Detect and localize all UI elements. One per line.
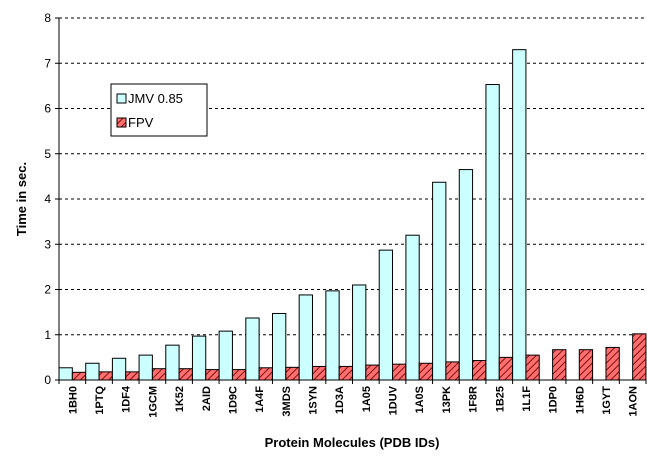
- bar-jmv: [352, 284, 367, 381]
- bar-fpv: [98, 371, 113, 381]
- bar-jmv: [245, 317, 260, 381]
- bar-jmv: [191, 335, 207, 381]
- x-tick-label: 1GYT: [601, 386, 613, 415]
- bar-fpv: [71, 371, 87, 381]
- bar-fpv: [178, 368, 193, 381]
- bar-jmv: [111, 357, 127, 381]
- x-tick-label: 1B25: [494, 386, 506, 412]
- bar-fpv: [392, 363, 407, 381]
- bar-jmv: [218, 330, 233, 381]
- x-tick-label: 1AON: [628, 386, 640, 417]
- x-axis-title: Protein Molecules (PDB IDs): [265, 435, 440, 450]
- bar-fpv: [205, 369, 220, 381]
- y-tick-label: 4: [44, 192, 51, 206]
- bar-fpv: [365, 364, 380, 381]
- bar-jmv: [165, 344, 180, 381]
- legend: JMV 0.85 FPV: [110, 83, 208, 137]
- bar-fpv: [472, 360, 487, 381]
- bar-jmv: [512, 49, 527, 381]
- bar-fpv: [445, 361, 460, 381]
- x-tick-label: 1PTQ: [94, 386, 106, 415]
- legend-swatch-jmv: [116, 93, 127, 104]
- bar-fpv: [151, 368, 167, 381]
- bar-fpv: [311, 365, 327, 381]
- bar-jmv: [298, 294, 313, 381]
- bar-fpv: [338, 365, 353, 381]
- y-tick-label: 3: [44, 237, 51, 251]
- bar-fpv: [605, 346, 620, 381]
- bar-fpv: [525, 354, 540, 381]
- bar-fpv: [258, 367, 273, 381]
- x-tick-labels: 1BH0 1PTQ 1DF4 1GCM 1K52 2AID 1D9C 1A4F 3MDS 1SYN…: [67, 385, 639, 418]
- x-tick-label: 1DF4: [121, 385, 133, 413]
- y-tick-label: 2: [44, 283, 51, 297]
- bar-jmv: [485, 84, 500, 381]
- y-axis-title: Time in sec.: [14, 162, 29, 236]
- x-tick-label: 1GCM: [147, 386, 159, 418]
- x-tick-label: 1DP0: [548, 386, 560, 414]
- y-tick-label: 7: [44, 56, 51, 70]
- y-tick-label: 8: [44, 11, 51, 25]
- x-tick-label: 1L1F: [521, 386, 533, 412]
- y-tick-label: 6: [44, 102, 51, 116]
- bar-fpv: [578, 349, 594, 381]
- x-tick-label: 1A0S: [414, 386, 426, 414]
- bar-fpv: [418, 362, 434, 381]
- bar-fpv: [231, 369, 247, 381]
- legend-box: [110, 83, 208, 137]
- bar-fpv: [632, 333, 647, 381]
- bar-jmv: [432, 181, 447, 381]
- bar-fpv: [498, 356, 514, 381]
- y-tick-label: 0: [44, 373, 51, 387]
- bar-fpv: [125, 371, 140, 381]
- legend-label-fpv: FPV: [128, 115, 154, 130]
- bar-jmv: [58, 367, 73, 381]
- x-tick-label: 1SYN: [307, 386, 319, 415]
- x-tick-label: 1D9C: [227, 386, 239, 414]
- x-tick-label: 3MDS: [281, 386, 293, 417]
- bar-jmv: [458, 169, 474, 381]
- bar-jmv: [85, 362, 100, 381]
- x-tick-label: 1H6D: [574, 386, 586, 414]
- bar-jmv: [271, 312, 287, 381]
- bar-jmv: [378, 249, 394, 381]
- x-tick-label: 1K52: [174, 386, 186, 412]
- legend-label-jmv: JMV 0.85: [128, 91, 183, 106]
- x-tick-label: 1A4F: [254, 386, 266, 413]
- y-tick-labels: 0 1 2 3 4 5 6 7 8: [44, 11, 51, 387]
- y-tick-label: 1: [44, 328, 51, 342]
- bar-jmv: [138, 354, 153, 381]
- bar-fpv: [552, 349, 567, 381]
- legend-swatch-fpv: [116, 117, 127, 128]
- x-tick-label: 1F8R: [468, 386, 480, 413]
- axes: [55, 17, 647, 384]
- y-tick-label: 5: [44, 147, 51, 161]
- x-tick-label: 1DUV: [388, 385, 400, 415]
- bar-fpv: [285, 366, 300, 381]
- x-tick-label: 2AID: [201, 386, 213, 411]
- x-tick-label: 13PK: [441, 386, 453, 414]
- x-tick-label: 1D3A: [334, 386, 346, 414]
- bar-jmv: [325, 290, 340, 381]
- x-tick-label: 1A05: [361, 386, 373, 412]
- bars: [58, 49, 647, 381]
- bar-jmv: [405, 234, 420, 381]
- x-tick-label: 1BH0: [67, 386, 79, 414]
